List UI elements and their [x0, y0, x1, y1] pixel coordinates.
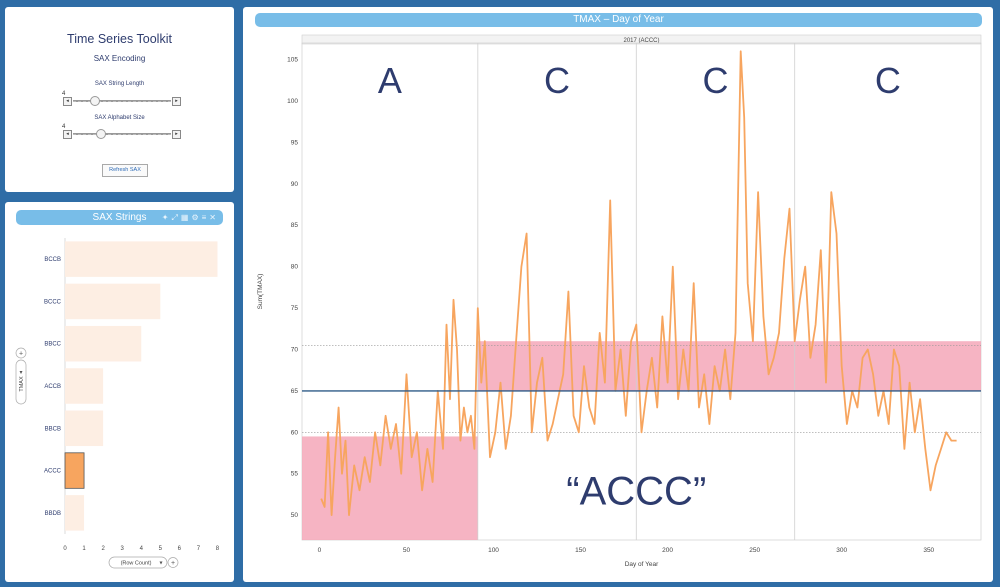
sax-encoding-subtitle: SAX Encoding [93, 54, 146, 63]
y-tick-label: 60 [291, 429, 299, 436]
row-count-pill[interactable] [108, 556, 168, 569]
x-tick-label: 50 [403, 547, 411, 554]
close-icon[interactable]: ✕ [209, 213, 219, 222]
alphabet-size-value: 4 [62, 124, 66, 130]
y-tick-label: 105 [287, 57, 298, 64]
pane-label-bar [301, 34, 982, 45]
bar-category-label: BBCC [44, 342, 61, 348]
bar-BBCB[interactable] [65, 410, 104, 447]
slider-right-arrow-icon[interactable]: ▸ [172, 130, 181, 139]
x-tick-label: 0 [318, 547, 322, 554]
string-length-label: SAX String Length [94, 81, 145, 87]
x-tick-label: 350 [923, 547, 934, 554]
refresh-sax-button[interactable]: Refresh SAX [102, 164, 148, 177]
segment-letter: C [875, 60, 901, 101]
plus-icon[interactable]: + [171, 560, 175, 567]
y-tick-label: 70 [291, 346, 299, 353]
y-tick-label: 50 [291, 512, 299, 519]
tmax-line-chart: 2017 (ACCC) 50 55 60 65 70 75 80 85 90 95 100 105 0 50… [257, 34, 982, 568]
y-tick-label: 100 [287, 98, 298, 105]
add-row-button[interactable] [15, 347, 27, 359]
x-axis-title: Day of Year [625, 561, 659, 568]
gear-icon[interactable]: ⚙ [191, 213, 202, 222]
y-tick-label: 85 [291, 222, 299, 229]
alphabet-size-slider[interactable]: ◂ ▸ [63, 129, 181, 139]
string-length-value: 4 [62, 91, 66, 97]
sax-strings-title: SAX Strings [92, 212, 147, 223]
tmax-axis-title[interactable]: TMAX [19, 376, 25, 392]
plus-icon[interactable]: + [19, 351, 23, 358]
bar-tick-label: 4 [140, 546, 144, 552]
bar-BCCB[interactable] [65, 241, 218, 277]
y-tick-label: 75 [291, 305, 299, 312]
x-tick-label: 150 [575, 547, 586, 554]
bar-tick-label: 2 [101, 546, 105, 552]
bar-tick-label: 0 [63, 546, 67, 552]
slider-track[interactable] [73, 100, 171, 102]
chevron-down-icon[interactable]: ▾ [19, 370, 22, 376]
y-tick-label: 65 [291, 388, 299, 395]
slider-left-arrow-icon[interactable]: ◂ [63, 130, 72, 139]
x-tick-label: 300 [836, 547, 847, 554]
plot-area [301, 42, 982, 541]
bar-ACCB[interactable] [65, 368, 104, 404]
segment-letter: A [378, 60, 402, 101]
slider-left-arrow-icon[interactable]: ◂ [63, 97, 72, 106]
bar-category-label: ACCB [44, 384, 61, 390]
row-count-label[interactable]: (Row Count) [121, 561, 152, 567]
chevron-down-icon[interactable]: ▾ [159, 561, 162, 567]
sax-strings-panel: SAX Strings ✦⤢▦⚙≡✕ BCCB BCCC BBCC ACCB BBCB A… [5, 202, 234, 582]
slider-track[interactable] [73, 133, 171, 135]
bar-tick-label: 7 [197, 546, 201, 552]
bar-BCCC[interactable] [65, 283, 161, 320]
slider-knob[interactable] [90, 96, 100, 106]
y-tick-label: 90 [291, 181, 299, 188]
expand-icon[interactable]: ⤢ [171, 213, 181, 222]
segment-letter: C [544, 60, 570, 101]
toolkit-title: Time Series Toolkit [67, 32, 172, 46]
menu-icon[interactable]: ≡ [201, 213, 210, 222]
bar-BBDB[interactable] [65, 495, 85, 531]
pane-label: 2017 (ACCC) [623, 38, 659, 44]
bar-tick-label: 5 [159, 546, 163, 552]
string-length-slider[interactable]: ◂ ▸ [63, 96, 181, 106]
tmax-series-line [320, 50, 957, 516]
bar-tick-label: 3 [121, 546, 125, 552]
sax-strings-header: SAX Strings ✦⤢▦⚙≡✕ [16, 210, 223, 225]
accc-annotation: “ACCC” [566, 469, 706, 513]
controls-panel: Time Series Toolkit SAX Encoding SAX Str… [5, 7, 234, 192]
pin-icon[interactable]: ✦ [161, 213, 172, 222]
x-tick-label: 200 [662, 547, 673, 554]
bar-category-label: ACCC [44, 469, 62, 475]
slider-knob[interactable] [96, 129, 106, 139]
panel-toolbar-icons: ✦⤢▦⚙≡✕ [162, 210, 219, 225]
segment-letter: C [702, 60, 728, 101]
y-tick-label: 80 [291, 264, 299, 271]
bar-ACCC[interactable] [64, 452, 85, 489]
alphabet-size-label: SAX Alphabet Size [94, 115, 145, 121]
bar-BBCC[interactable] [65, 325, 142, 362]
bar-category-label: BBDB [45, 511, 61, 517]
tmax-pill[interactable] [15, 359, 27, 405]
bar-tick-label: 1 [82, 546, 86, 552]
main-chart-header: TMAX – Day of Year [255, 13, 982, 27]
y-tick-label: 95 [291, 139, 299, 146]
x-tick-label: 250 [749, 547, 760, 554]
add-field-button[interactable] [167, 557, 179, 568]
sax-bar-chart: BCCB BCCC BBCC ACCB BBCB ACCC BBDB 0 1 2 3 4 5 6 7 8 (Ro… [15, 238, 220, 569]
main-chart-panel: TMAX – Day of Year 2017 (ACCC) 50 55 60 65 70… [243, 7, 993, 582]
bar-category-label: BBCB [45, 426, 61, 432]
slider-right-arrow-icon[interactable]: ▸ [172, 97, 181, 106]
bar-tick-label: 6 [178, 546, 182, 552]
bar-category-label: BCCC [44, 299, 62, 305]
bar-tick-label: 8 [216, 546, 220, 552]
x-tick-label: 100 [488, 547, 499, 554]
y-axis-title: Sum(TMAX) [257, 274, 264, 310]
bar-category-label: BCCB [44, 257, 61, 263]
grid-icon[interactable]: ▦ [180, 213, 192, 222]
y-tick-label: 55 [291, 471, 299, 478]
